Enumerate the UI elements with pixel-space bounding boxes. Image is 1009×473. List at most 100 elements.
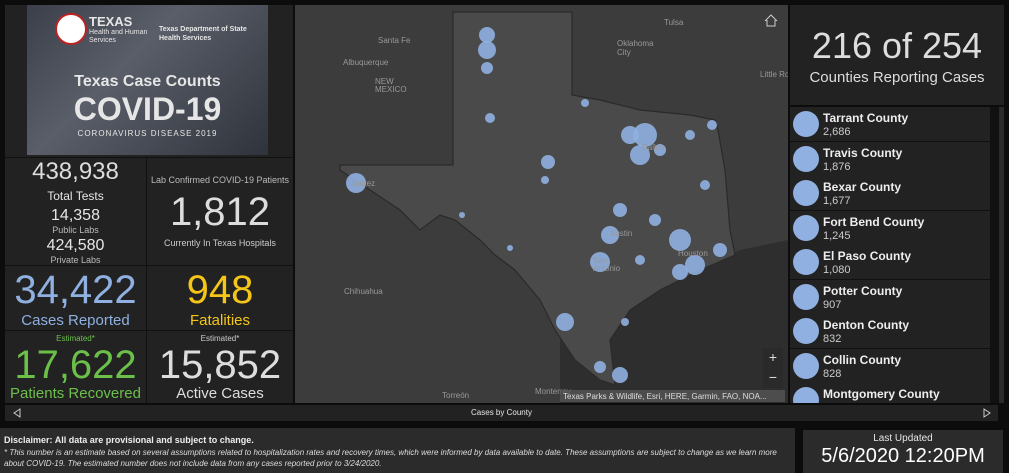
tab-bar: Cases by County [5, 405, 998, 421]
next-arrow[interactable] [983, 408, 991, 418]
place-label: Albuquerque [343, 58, 389, 67]
county-row[interactable]: Fort Bend County 1,245 [790, 210, 990, 246]
stat-caption: Lab Confirmed COVID-19 Patients [150, 175, 290, 185]
county-row[interactable]: Potter County 907 [790, 279, 990, 315]
county-name: Denton County [823, 318, 909, 332]
zoom-out[interactable]: − [769, 369, 777, 385]
county-row[interactable]: Montgomery County... [790, 383, 990, 403]
divider [146, 157, 147, 403]
footer: Disclaimer: All data are provisional and… [0, 428, 795, 473]
place-label: Tulsa [664, 18, 684, 27]
counties-summary: 216 of 254 Counties Reporting Cases [790, 5, 1004, 105]
stat-value: 17,622 [14, 343, 137, 387]
dept: Texas Department of State [159, 26, 247, 33]
county-name: Potter County [823, 283, 903, 298]
place-label: San [593, 256, 607, 265]
stat-value: 15,852 [158, 343, 282, 387]
county-cases: 907 [823, 298, 842, 311]
case-circles [346, 27, 727, 383]
agency: TEXAS [89, 14, 133, 29]
place-label: Juárez [351, 179, 375, 188]
place-label: Little Ro [760, 70, 788, 79]
attribution-bg [560, 390, 785, 402]
place-label: Austin [610, 229, 632, 238]
stat-label: Cases Reported [21, 312, 130, 329]
divider [5, 330, 293, 331]
zoom-control [763, 348, 783, 388]
place-label: Antonio [593, 264, 621, 273]
place-label: NEW [375, 77, 394, 86]
county-row[interactable]: Tarrant County 2,686 [790, 107, 990, 142]
agency: Health and Human [89, 29, 148, 36]
dept: Health Services [159, 35, 212, 42]
updated-value: 5/6/2020 12:20PM [821, 445, 985, 467]
stat-value: 14,358 [51, 207, 100, 224]
county-dot [793, 249, 819, 275]
county-dot [793, 214, 819, 241]
scrollbar [999, 107, 1004, 403]
stat-note: Estimated* [56, 334, 95, 343]
county-dot [793, 111, 819, 137]
county-dot [793, 180, 819, 206]
place-label: Torreón [442, 391, 469, 400]
disclaimer: Disclaimer: All data are provisional and… [4, 435, 254, 445]
stat-label: Active Cases [176, 385, 264, 402]
divider [5, 157, 293, 158]
stat-label: Currently In Texas Hospitals [164, 238, 276, 248]
county-name: Tarrant County [823, 111, 909, 125]
stat-label: Total Tests [47, 189, 104, 203]
stat-label: Fatalities [189, 312, 251, 329]
headline: COVID-19 [73, 91, 222, 127]
stat-value: 424,580 [46, 237, 105, 254]
title: Texas Case Counts [74, 73, 221, 90]
updated-box: Last Updated 5/6/2020 12:20PM [803, 430, 1003, 473]
zoom-in[interactable]: + [769, 349, 777, 365]
county-dot [793, 387, 819, 403]
place-label: City [617, 48, 631, 57]
stat-label: Patients Recovered [10, 385, 141, 402]
place-label: Chihuahua [344, 287, 383, 296]
place-label: Houston [678, 249, 708, 258]
header-banner: TEXAS Health and Human Services Texas De… [27, 5, 268, 155]
place-label: Santa Fe [378, 36, 411, 45]
county-list: Tarrant County 2,686 Travis County 1,876 Bex… [790, 107, 1000, 403]
county-row[interactable]: Travis County 1,876 [790, 141, 990, 177]
county-row[interactable]: El Paso County 1,080 [790, 245, 990, 280]
home-icon [764, 14, 778, 27]
tab-label[interactable]: Cases by County [471, 408, 532, 417]
attribution: Texas Parks & Wildlife, Esri, HERE, Garm… [563, 392, 767, 401]
place-label: Monterrey [535, 387, 571, 396]
county-row[interactable]: Collin County 828 [790, 348, 990, 384]
county-dot [793, 318, 819, 344]
county-name: El Paso County [823, 249, 912, 263]
county-cases: 1,876 [823, 160, 851, 173]
divider [5, 265, 293, 266]
county-dot [793, 145, 819, 172]
texas [339, 11, 736, 386]
stat-value: 438,938 [32, 158, 119, 185]
updated-label: Last Updated [873, 433, 933, 444]
subtitle: CORONAVIRUS DISEASE 2019 [77, 129, 218, 138]
county-cases: 1,080 [823, 264, 851, 276]
county-name: Collin County [823, 352, 901, 367]
summary-value: 216 of 254 [811, 25, 983, 66]
place-label: MEXICO [375, 85, 407, 94]
stat-value: 1,812 [169, 190, 271, 234]
county-dot [793, 283, 819, 310]
county-name: Montgomery County [823, 387, 940, 401]
county-cases: 2,686 [823, 126, 851, 138]
county-name: Bexar County [823, 180, 902, 194]
stat-label: Public Labs [52, 225, 99, 235]
stat-value: 34,422 [14, 268, 137, 312]
county-cases: 1,245 [823, 229, 851, 242]
place-label: Oklahoma [617, 39, 654, 48]
county-cases: 832 [823, 333, 842, 345]
county-cases: 828 [823, 367, 842, 380]
county-row[interactable]: Bexar County 1,677 [790, 176, 990, 211]
county-row[interactable]: Denton County 832 [790, 314, 990, 349]
prev-arrow[interactable] [13, 408, 21, 418]
county-dot [793, 352, 819, 379]
